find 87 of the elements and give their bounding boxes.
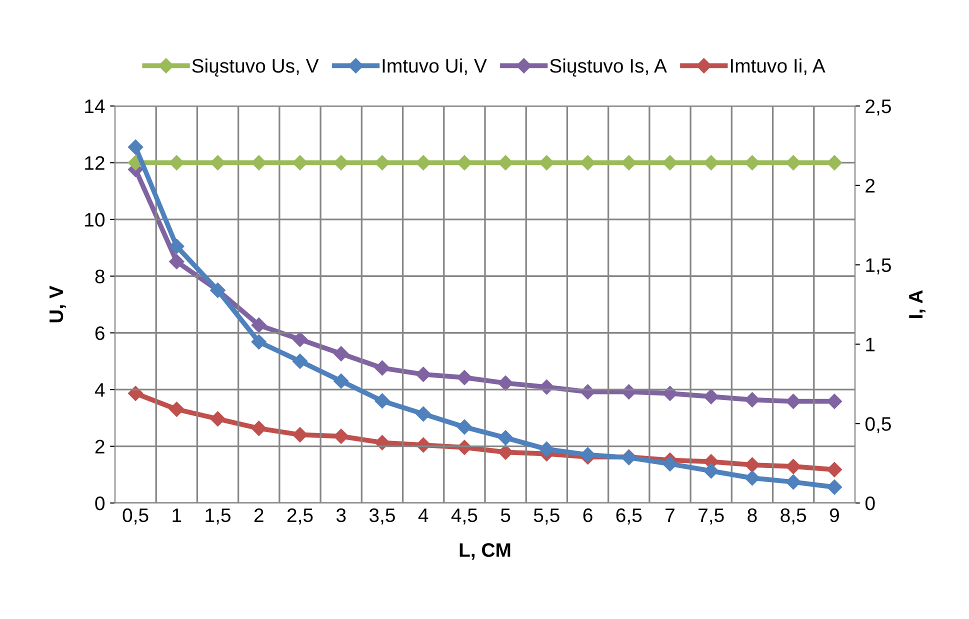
x-tick-label: 8 bbox=[748, 508, 757, 522]
y-tick-label: 0 bbox=[95, 496, 105, 510]
y-tick-label: 10 bbox=[85, 212, 105, 227]
point bbox=[416, 366, 431, 382]
point bbox=[334, 428, 349, 444]
x-tick-label: 0,5 bbox=[122, 508, 148, 524]
point bbox=[662, 456, 678, 472]
y-axis-title: U, V bbox=[50, 286, 66, 322]
point bbox=[704, 389, 719, 404]
point bbox=[704, 155, 719, 170]
point bbox=[374, 393, 390, 408]
point bbox=[826, 480, 842, 495]
point bbox=[539, 155, 554, 170]
x-tick-label: 4,5 bbox=[451, 508, 478, 524]
x-tick-label: 2,5 bbox=[287, 508, 313, 524]
y2-tick-label: 1,5 bbox=[866, 258, 891, 274]
point bbox=[786, 155, 801, 170]
point bbox=[416, 155, 431, 170]
x-tick-label: 7,5 bbox=[698, 508, 724, 524]
point bbox=[826, 462, 842, 478]
x-tick-label: 1,5 bbox=[206, 508, 230, 524]
point bbox=[251, 318, 266, 333]
x-tick-label: 8,5 bbox=[780, 508, 806, 524]
point bbox=[580, 155, 596, 170]
point bbox=[539, 442, 554, 457]
point bbox=[786, 474, 801, 490]
point bbox=[374, 155, 390, 170]
x-tick-label: 2 bbox=[254, 508, 264, 522]
point bbox=[374, 360, 390, 376]
point bbox=[786, 394, 801, 409]
x-tick-label: 6,5 bbox=[616, 508, 642, 524]
point bbox=[744, 457, 760, 472]
x-tick-label: 1 bbox=[172, 508, 182, 522]
point bbox=[744, 155, 760, 170]
point bbox=[744, 470, 760, 486]
x-tick-label: 5,5 bbox=[534, 508, 560, 524]
point bbox=[251, 420, 266, 436]
y-tick-label: 2 bbox=[95, 440, 104, 454]
y-tick-label: 8 bbox=[95, 270, 104, 284]
y2-tick-label: 0 bbox=[865, 496, 875, 510]
legend-label: Imtuvo Ui, V bbox=[382, 58, 487, 76]
x-tick-label: 9 bbox=[830, 508, 839, 522]
x-tick-label: 6 bbox=[583, 508, 592, 522]
point bbox=[169, 238, 184, 254]
point bbox=[416, 406, 431, 422]
y2-axis-title: I, A bbox=[909, 290, 926, 318]
x-tick-label: 3,5 bbox=[369, 508, 395, 524]
point bbox=[169, 402, 184, 417]
legend-label: Imtuvo Ii, A bbox=[730, 58, 826, 76]
legend-label: Siųstuvo Us, V bbox=[192, 58, 319, 77]
point bbox=[456, 370, 472, 386]
point bbox=[334, 373, 349, 389]
point bbox=[334, 155, 349, 170]
point bbox=[498, 430, 514, 446]
y-tick-label: 12 bbox=[85, 156, 104, 170]
point bbox=[786, 458, 801, 474]
point bbox=[292, 354, 308, 369]
point bbox=[704, 463, 719, 479]
y-tick-label: 14 bbox=[85, 100, 105, 114]
y2-tick-label: 2,5 bbox=[866, 99, 891, 116]
point bbox=[169, 155, 184, 170]
point bbox=[169, 254, 184, 270]
legend-label: Siųstuvo Is, A bbox=[550, 58, 667, 77]
y-tick-label: 4 bbox=[94, 383, 105, 397]
point bbox=[826, 155, 842, 170]
x-tick-label: 5 bbox=[500, 508, 510, 522]
point bbox=[621, 155, 636, 170]
y-tick-label: 6 bbox=[95, 326, 104, 340]
x-axis-title: L, CM bbox=[460, 543, 510, 560]
point bbox=[210, 155, 226, 170]
point bbox=[210, 411, 226, 426]
point bbox=[826, 394, 842, 409]
point bbox=[498, 376, 514, 391]
y2-tick-label: 2 bbox=[866, 178, 875, 192]
y2-tick-label: 0,5 bbox=[865, 417, 891, 434]
point bbox=[251, 155, 266, 170]
point bbox=[744, 392, 760, 408]
x-tick-label: 7 bbox=[666, 508, 674, 522]
point bbox=[292, 332, 308, 348]
point bbox=[251, 334, 266, 350]
point bbox=[334, 346, 349, 362]
y2-tick-label: 1 bbox=[866, 338, 875, 352]
x-tick-label: 3 bbox=[336, 508, 346, 522]
point bbox=[456, 419, 472, 435]
point bbox=[498, 444, 514, 460]
point bbox=[128, 140, 144, 155]
x-tick-label: 4 bbox=[418, 508, 428, 522]
